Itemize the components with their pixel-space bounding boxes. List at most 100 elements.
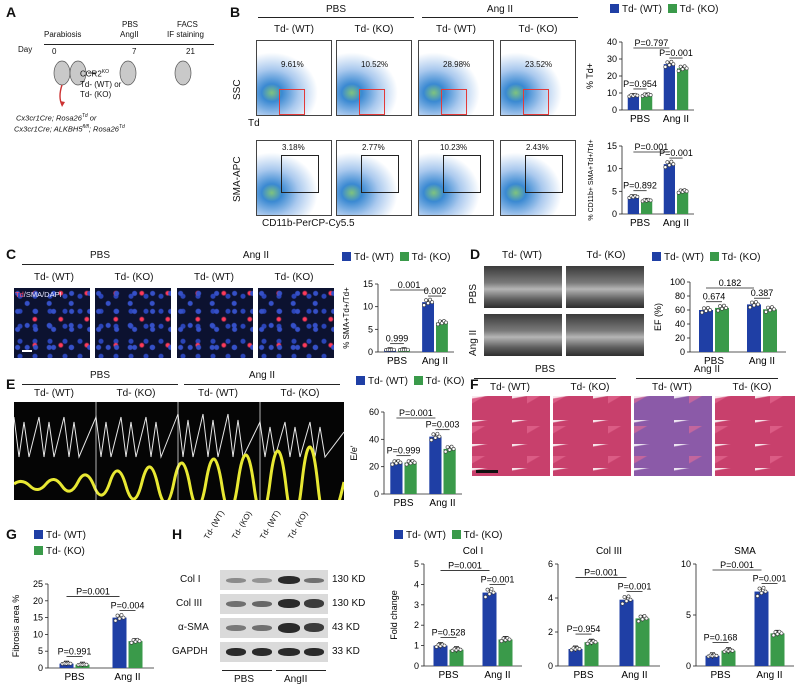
bar — [641, 200, 653, 214]
y-axis-label: E/e' — [349, 445, 359, 461]
b-pct-top-4: 23.52% — [525, 60, 553, 69]
data-point — [756, 302, 760, 307]
bar — [112, 617, 127, 668]
y-tick-label: 60 — [369, 407, 379, 417]
data-point — [622, 595, 627, 599]
chart-h-col1: Col I 0 1 2 3 4 5 Fold change PBS Ang II P=0.528 P=… — [389, 546, 522, 681]
f-header-pbs: PBS — [534, 364, 555, 375]
data-point — [428, 297, 432, 302]
p-value-label: P=0.892 — [623, 181, 657, 191]
chart-h-col3: Col III 0 2 4 6 PBS Ang II P=0.954 P=0.001P=0.00… — [548, 546, 660, 681]
p-value-label: P=0.991 — [58, 647, 92, 657]
echo-image — [484, 314, 562, 356]
b-col-3: Td- (WT) — [436, 24, 476, 35]
y-tick-label: 10 — [33, 629, 43, 639]
p-value-label: P=0.003 — [426, 420, 460, 430]
y-tick-label: 5 — [368, 324, 373, 334]
genotype-1: Cx3cr1Cre; Rosa26 — [16, 113, 82, 123]
y-tick-label: 0 — [414, 661, 419, 671]
bar — [705, 655, 720, 666]
panel-label-f: F — [470, 376, 479, 392]
donor-wt-text: Td- (WT) or — [80, 80, 122, 89]
x-tick-label: PBS — [630, 114, 650, 125]
p-value-label: 0.674 — [703, 292, 726, 302]
bar — [627, 196, 639, 214]
p-value-label: P=0.001 — [584, 568, 618, 578]
facs-gate — [359, 89, 385, 115]
legend-label-wt: Td- (WT) — [664, 252, 704, 263]
data-point — [437, 434, 442, 439]
b-td-label: Td — [248, 118, 260, 129]
data-point — [684, 66, 689, 71]
e-legend: Td- (WT) Td- (KO) — [356, 376, 464, 387]
facs-plot — [256, 40, 332, 116]
p-value-label: P=0.001 — [448, 560, 482, 570]
y-tick-label: 5 — [38, 646, 43, 656]
h-lane-1: Td- (WT) — [202, 508, 226, 541]
legend-swatch-ko — [34, 546, 43, 555]
data-point — [137, 639, 142, 644]
p-value-label: P=0.001 — [659, 148, 693, 158]
legend-label-ko: Td- (KO) — [679, 4, 719, 15]
legend-swatch-ko — [709, 252, 719, 261]
chart-g: 0 5 10 15 20 25 Fibrosis area % PBS Ang II P=0.99… — [11, 579, 154, 683]
timeline-facs: FACS — [177, 20, 198, 29]
e-col-1: Td- (WT) — [34, 388, 74, 399]
data-point — [676, 68, 681, 73]
x-tick-label: PBS — [704, 356, 724, 367]
legend-label-wt: Td- (WT) — [354, 252, 394, 263]
facs-plot — [336, 40, 412, 116]
p-value-label: P=0.954 — [567, 624, 601, 634]
y-tick-label: 15 — [363, 279, 373, 289]
x-tick-label: Ang II — [484, 670, 510, 681]
b-pct-bot-3: 10.23% — [440, 143, 468, 152]
genotype-3-sup: Td — [118, 124, 125, 130]
facs-plot — [418, 40, 494, 116]
panel-label-a: A — [6, 4, 17, 20]
histology-image — [553, 396, 631, 476]
p-value-label: P=0.001 — [720, 560, 754, 570]
y-tick-label: 0 — [612, 105, 617, 115]
p-value-label: P=0.004 — [111, 601, 145, 611]
x-tick-label: Ang II — [663, 218, 689, 229]
data-point — [636, 619, 641, 624]
y-tick-label: 5 — [612, 186, 617, 196]
x-tick-label: PBS — [64, 672, 84, 683]
data-point — [489, 586, 494, 591]
panel-label-g: G — [6, 526, 17, 542]
legend-swatch-wt — [342, 252, 351, 261]
bar — [433, 645, 448, 666]
c-stain-rest: /SMA/DAPI — [23, 290, 62, 299]
y-tick-label: 40 — [607, 37, 617, 47]
bar — [619, 599, 634, 666]
legend-label-wt: Td- (WT) — [46, 530, 86, 541]
b-pct-top-2: 10.52% — [361, 60, 389, 69]
data-point — [648, 93, 653, 97]
facs-plot — [500, 140, 576, 216]
genotype-line1: Cx3cr1Cre; Rosa26Td or — [16, 113, 96, 123]
donor-ko-text: Td- (KO) — [80, 90, 112, 99]
data-point — [702, 306, 706, 311]
chart-title: SMA — [734, 546, 756, 557]
data-point — [716, 308, 720, 313]
facs-gate — [281, 155, 319, 193]
data-point — [750, 300, 754, 305]
p-value-label: P=0.001 — [399, 408, 433, 418]
h-group-pbs: PBS — [234, 674, 255, 685]
data-point — [430, 300, 434, 305]
data-point — [412, 460, 417, 465]
data-point — [635, 194, 640, 199]
bar — [482, 592, 497, 666]
panel-label-c: C — [6, 246, 17, 262]
bar — [404, 462, 417, 494]
data-point — [667, 63, 672, 67]
data-point — [761, 585, 766, 590]
data-point — [663, 64, 668, 69]
data-point — [429, 438, 434, 442]
b-col-4: Td- (KO) — [518, 24, 558, 35]
x-tick-label: Ang II — [621, 670, 647, 681]
data-point — [671, 162, 676, 167]
bar — [663, 64, 675, 110]
d-col-2: Td- (KO) — [586, 250, 626, 261]
legend-swatch-wt — [34, 530, 43, 539]
